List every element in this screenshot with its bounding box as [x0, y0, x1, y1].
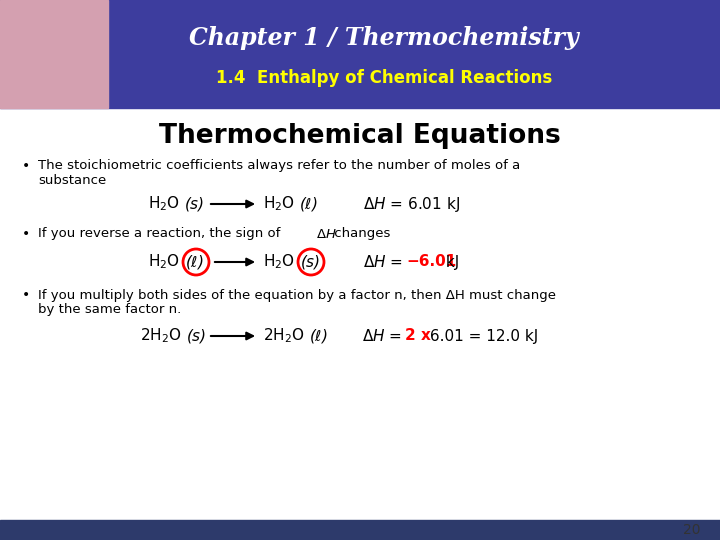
- Text: $\Delta H$ =: $\Delta H$ =: [363, 254, 405, 270]
- Text: •: •: [22, 288, 30, 302]
- Text: 2H$_2$O: 2H$_2$O: [140, 327, 181, 346]
- Text: H$_2$O: H$_2$O: [148, 253, 180, 271]
- Text: The stoichiometric coefficients always refer to the number of moles of a: The stoichiometric coefficients always r…: [38, 159, 521, 172]
- Text: 20: 20: [683, 523, 700, 537]
- Text: Thermochemical Equations: Thermochemical Equations: [159, 123, 561, 149]
- Text: 2 x: 2 x: [405, 328, 431, 343]
- Text: changes: changes: [330, 227, 390, 240]
- Text: •: •: [22, 159, 30, 173]
- Bar: [0, 0, 108, 108]
- Text: ($\ell$): ($\ell$): [185, 253, 204, 271]
- Text: $\Delta H$ = 6.01 kJ: $\Delta H$ = 6.01 kJ: [363, 194, 460, 213]
- Text: H$_2$O: H$_2$O: [263, 194, 295, 213]
- Text: H$_2$O: H$_2$O: [263, 253, 295, 271]
- Text: $\Delta H$: $\Delta H$: [316, 227, 337, 240]
- Text: ($s$): ($s$): [186, 327, 207, 345]
- Text: ($\ell$): ($\ell$): [309, 327, 328, 345]
- Text: ($s$): ($s$): [300, 253, 320, 271]
- Text: kJ: kJ: [441, 254, 459, 269]
- Bar: [0, 520, 720, 540]
- Text: −6.01: −6.01: [406, 254, 456, 269]
- Text: substance: substance: [38, 173, 107, 186]
- Text: ($s$): ($s$): [184, 195, 204, 213]
- Text: H$_2$O: H$_2$O: [148, 194, 180, 213]
- Text: If you reverse a reaction, the sign of: If you reverse a reaction, the sign of: [38, 227, 284, 240]
- Bar: [0, 0, 720, 108]
- Text: Chapter 1 / Thermochemistry: Chapter 1 / Thermochemistry: [189, 26, 579, 50]
- Text: ($\ell$): ($\ell$): [299, 195, 318, 213]
- Text: •: •: [22, 227, 30, 241]
- Text: by the same factor n.: by the same factor n.: [38, 303, 181, 316]
- Text: 1.4  Enthalpy of Chemical Reactions: 1.4 Enthalpy of Chemical Reactions: [216, 69, 552, 87]
- Text: $\Delta H$ =: $\Delta H$ =: [362, 328, 403, 344]
- Text: 6.01 = 12.0 kJ: 6.01 = 12.0 kJ: [425, 328, 539, 343]
- Text: 2H$_2$O: 2H$_2$O: [263, 327, 305, 346]
- Text: If you multiply both sides of the equation by a factor n, then ΔH must change: If you multiply both sides of the equati…: [38, 288, 556, 301]
